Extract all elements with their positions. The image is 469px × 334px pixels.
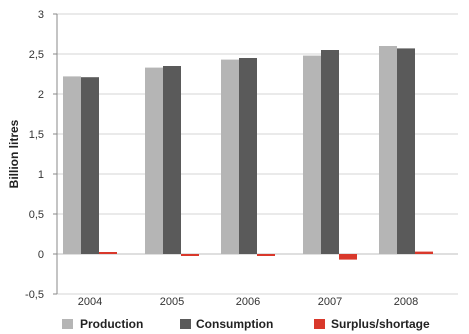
x-tick-label: 2007 [318, 296, 342, 308]
x-tick-label: 2004 [78, 296, 102, 308]
bar-production-2004 [63, 76, 81, 255]
bar-surplus-shortage-2005 [181, 254, 199, 256]
x-tick-label: 2006 [236, 296, 260, 308]
legend-swatch-consumption [180, 319, 191, 329]
y-axis-title: Billion litres [7, 119, 21, 188]
bar-consumption-2007 [321, 50, 339, 254]
y-tick-label: 0 [38, 249, 44, 261]
bar-surplus-shortage-2004 [99, 252, 117, 254]
bars [63, 46, 433, 260]
y-tick-label: 1 [38, 169, 44, 181]
bar-surplus-shortage-2008 [415, 251, 433, 254]
bar-consumption-2008 [397, 48, 415, 255]
y-tick-label: 3 [38, 9, 44, 21]
y-tick-label: 2,5 [29, 49, 44, 61]
y-tick-labels: 3 2,5 2 1,5 1 0,5 0 -0,5 [25, 9, 44, 301]
y-tick-label: -0,5 [25, 289, 44, 301]
legend-label-consumption: Consumption [196, 317, 273, 331]
y-tick-label: 0,5 [29, 209, 44, 221]
bar-consumption-2004 [81, 77, 99, 254]
legend-swatch-production [62, 319, 73, 329]
y-tick-label: 1,5 [29, 129, 44, 141]
bar-production-2008 [379, 46, 397, 254]
bar-surplus-shortage-2006 [257, 254, 275, 256]
bar-surplus-shortage-2007 [339, 254, 357, 260]
x-tick-label: 2008 [394, 296, 418, 308]
x-tick-label: 2005 [160, 296, 184, 308]
y-tick-label: 2 [38, 89, 44, 101]
bar-production-2005 [145, 67, 163, 254]
bar-production-2007 [303, 55, 321, 254]
x-tick-labels: 2004 2005 2006 2007 2008 [78, 296, 418, 308]
legend-label-production: Production [80, 317, 143, 331]
bar-production-2006 [221, 59, 239, 254]
legend: Production Consumption Surplus/shortage [62, 317, 430, 331]
legend-label-surplus-shortage: Surplus/shortage [331, 317, 430, 331]
bar-consumption-2005 [163, 66, 181, 254]
bar-consumption-2006 [239, 58, 257, 254]
legend-swatch-surplus-shortage [314, 319, 325, 329]
